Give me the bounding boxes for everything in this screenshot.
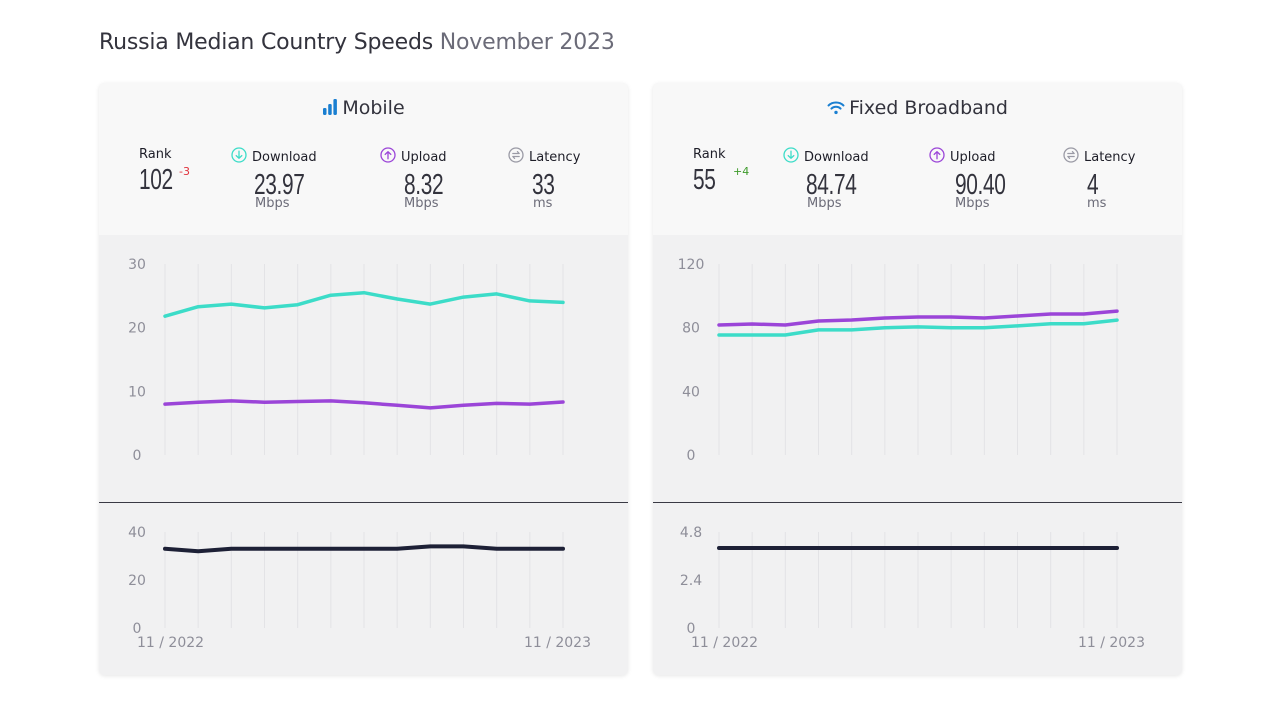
download-label: Download [252, 149, 317, 165]
mobile-upload: Upload 8.32 Mbps [380, 147, 458, 211]
y-tick-label: 10 [128, 384, 146, 400]
chart-divider [653, 502, 1182, 503]
mobile-rank: Rank 102 -3 [139, 147, 190, 197]
upload-icon [929, 147, 945, 167]
x-tick-label: 11 / 2023 [524, 635, 591, 651]
latency-icon [508, 147, 524, 167]
y-tick-label: 4.8 [680, 525, 702, 541]
fixed-title-label: Fixed Broadband [849, 97, 1008, 119]
y-tick-label: 0 [133, 448, 142, 464]
latency-label: Latency [529, 149, 581, 165]
y-tick-label: 40 [682, 384, 700, 400]
y-tick-label: 40 [128, 525, 146, 541]
upload-icon [380, 147, 396, 167]
fixed-broadband-card: Fixed Broadband Rank 55 +4 Download 84.7… [653, 83, 1182, 675]
page-title-period: November 2023 [439, 30, 615, 55]
latency-unit: ms [1087, 196, 1107, 211]
fixed-card-header: Fixed Broadband Rank 55 +4 Download 84.7… [653, 83, 1182, 235]
chart-divider [99, 502, 628, 503]
latency-value: 4 [1087, 169, 1099, 201]
rank-label: Rank [139, 147, 172, 162]
mobile-card: Mobile Rank 102 -3 Download 23.97 Mbps U… [99, 83, 628, 675]
y-tick-label: 20 [128, 321, 146, 337]
download-unit: Mbps [807, 196, 842, 211]
fixed-charts: 0 40 80 120 0 2.4 4.8 11 / 2022 11 / 2023 [678, 257, 1145, 651]
wifi-icon [827, 99, 845, 121]
mobile-card-title: Mobile [99, 97, 628, 121]
fixed-speed-chart: 0 40 80 120 [678, 257, 1119, 464]
download-icon [783, 147, 799, 167]
mobile-download: Download 23.97 Mbps [231, 147, 324, 211]
y-tick-label: 120 [678, 257, 705, 273]
page-title-main: Russia Median Country Speeds [99, 30, 433, 55]
x-tick-label: 11 / 2022 [691, 635, 758, 651]
upload-value: 8.32 [404, 169, 444, 201]
y-tick-label: 0 [687, 621, 696, 637]
y-tick-label: 2.4 [680, 573, 702, 589]
fixed-card-title: Fixed Broadband [653, 97, 1182, 121]
mobile-charts: 0 10 20 30 0 20 40 11 / 2022 11 / 2023 [128, 257, 591, 651]
rank-delta: -3 [179, 165, 190, 178]
fixed-latency: Latency 4 ms [1063, 147, 1135, 211]
page-title: Russia Median Country Speeds November 20… [99, 30, 615, 55]
latency-icon [1063, 147, 1079, 167]
upload-label: Upload [950, 149, 996, 165]
mobile-latency: Latency 33 ms [508, 147, 580, 211]
x-tick-label: 11 / 2023 [1078, 635, 1145, 651]
fixed-rank: Rank 55 +4 [693, 147, 749, 197]
latency-label: Latency [1084, 149, 1136, 165]
rank-value: 102 [139, 164, 173, 196]
latency-unit: ms [533, 196, 553, 211]
download-unit: Mbps [255, 196, 290, 211]
upload-unit: Mbps [955, 196, 990, 211]
upload-unit: Mbps [404, 196, 439, 211]
upload-value: 90.40 [955, 169, 1006, 201]
fixed-download: Download 84.74 Mbps [783, 147, 876, 211]
y-tick-label: 0 [687, 448, 696, 464]
mobile-speed-chart: 0 10 20 30 [128, 257, 565, 464]
download-label: Download [804, 149, 869, 165]
mobile-card-header: Mobile Rank 102 -3 Download 23.97 Mbps U… [99, 83, 628, 235]
y-tick-label: 0 [133, 621, 142, 637]
fixed-upload: Upload 90.40 Mbps [929, 147, 1025, 211]
download-icon [231, 147, 247, 167]
mobile-title-label: Mobile [342, 97, 405, 119]
rank-value: 55 [693, 164, 716, 196]
download-value: 84.74 [806, 169, 857, 201]
latency-value: 33 [532, 169, 555, 201]
rank-delta: +4 [733, 165, 750, 178]
rank-label: Rank [693, 147, 726, 162]
download-value: 23.97 [254, 169, 305, 201]
y-tick-label: 20 [128, 573, 146, 589]
signal-bars-icon [322, 98, 338, 121]
fixed-latency-chart: 0 2.4 4.8 11 / 2022 11 / 2023 [680, 525, 1145, 651]
mobile-latency-chart: 0 20 40 11 / 2022 11 / 2023 [128, 525, 591, 651]
x-tick-label: 11 / 2022 [137, 635, 204, 651]
y-tick-label: 30 [128, 257, 146, 273]
upload-label: Upload [401, 149, 447, 165]
y-tick-label: 80 [682, 321, 700, 337]
